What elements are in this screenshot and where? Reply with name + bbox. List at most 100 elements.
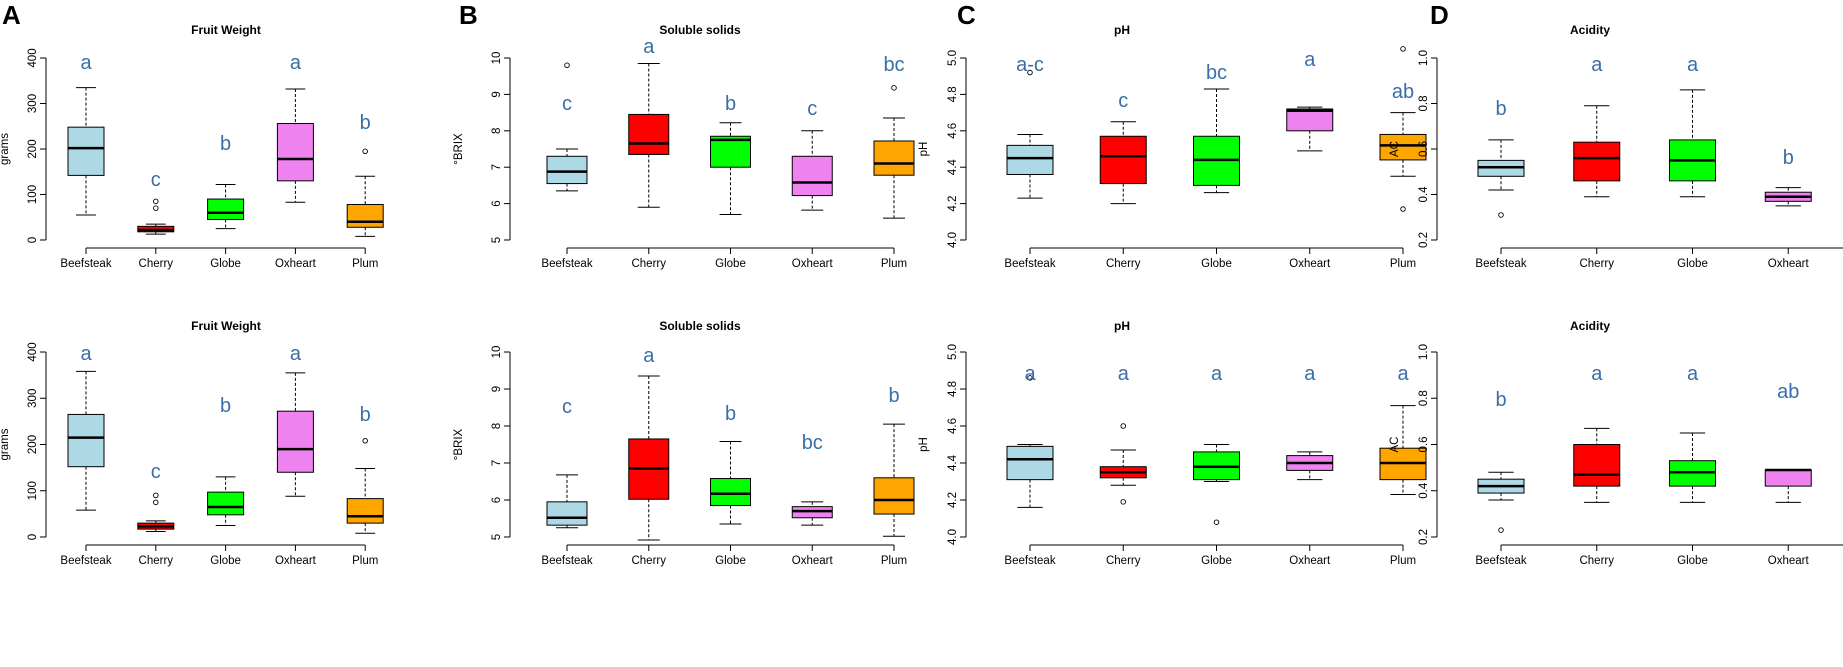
outlier-point xyxy=(1213,519,1220,525)
x-category-label: Oxheart xyxy=(1768,258,1810,270)
box-globe: b xyxy=(710,93,751,216)
y-tick-label: 4.2 xyxy=(947,492,959,508)
x-category-label: Oxheart xyxy=(792,555,834,567)
box-iqr xyxy=(346,204,384,228)
box-beefsteak: a xyxy=(67,52,105,216)
y-axis-label: pH xyxy=(918,142,930,157)
y-tick-label: 300 xyxy=(27,389,39,408)
y-tick-label: 4.4 xyxy=(947,159,959,176)
x-category-label: Oxheart xyxy=(1289,555,1331,567)
box-globe: a xyxy=(1193,363,1240,525)
x-category-label: Beefsteak xyxy=(1004,258,1055,270)
x-category-label: Beefsteak xyxy=(541,555,592,567)
significance-letter: a xyxy=(80,52,92,74)
box-plum: b xyxy=(873,385,915,537)
x-category-label: Globe xyxy=(715,555,746,567)
box-iqr xyxy=(710,135,751,168)
y-tick-label: 100 xyxy=(27,185,39,204)
y-tick-label: 4.0 xyxy=(947,529,959,545)
box-iqr xyxy=(546,501,588,526)
significance-letter: b xyxy=(360,404,371,426)
y-tick-label: 100 xyxy=(27,481,39,500)
outlier-point xyxy=(1027,375,1033,381)
box-oxheart: c xyxy=(791,98,833,211)
box-oxheart: a xyxy=(1286,49,1334,152)
box-iqr xyxy=(67,413,105,468)
y-axis-label: AC xyxy=(1389,437,1401,453)
panel-letter-d: D xyxy=(1430,0,1449,30)
outlier-point xyxy=(153,205,159,211)
y-tick-label: 5.0 xyxy=(947,50,959,66)
x-category-label: Plum xyxy=(881,555,907,567)
box-oxheart: b xyxy=(1764,147,1812,207)
significance-letter: a xyxy=(1024,363,1036,385)
x-category-label: Globe xyxy=(1677,258,1708,270)
y-tick-label: 4.0 xyxy=(947,232,959,248)
significance-letter: a-c xyxy=(1016,54,1044,76)
y-tick-label: 6 xyxy=(491,497,503,503)
x-category-label: Beefsteak xyxy=(60,258,111,270)
outlier-point xyxy=(1498,527,1504,533)
x-category-label: Oxheart xyxy=(1768,555,1810,567)
significance-letter: c xyxy=(151,169,161,191)
y-tick-label: 200 xyxy=(27,435,39,454)
box-iqr xyxy=(710,478,751,507)
box-oxheart: a xyxy=(1286,363,1334,481)
x-category-label: Oxheart xyxy=(275,258,317,270)
y-tick-label: 8 xyxy=(491,423,503,429)
chart-b-row1: Soluble solids 5 6 7 8 9 10 °BRIX Beefsteak Cherr… xyxy=(453,23,915,270)
significance-letter: b xyxy=(1783,147,1794,169)
y-tick-label: 5 xyxy=(491,237,503,243)
box-iqr xyxy=(276,410,314,473)
chart-a-row1: Fruit Weight 0 100 200 300 400 grams Beefsteak C… xyxy=(0,23,384,270)
significance-letter: a xyxy=(1687,363,1699,385)
chart-c-row1: pH 4.0 4.2 4.4 4.6 4.8 5.0 pH Beefsteak Cherry Glo… xyxy=(918,23,1427,270)
box-iqr xyxy=(1573,444,1621,487)
y-tick-label: 6 xyxy=(491,200,503,206)
significance-letter: ab xyxy=(1392,81,1414,103)
significance-letter: b xyxy=(1495,389,1506,411)
x-category-label: Globe xyxy=(1677,555,1708,567)
box-plum: b xyxy=(346,404,384,534)
y-tick-label: 5 xyxy=(491,534,503,540)
box-oxheart: ab xyxy=(1764,381,1812,503)
y-axis-label: grams xyxy=(0,133,11,165)
box-iqr xyxy=(873,140,915,176)
significance-letter: a xyxy=(643,345,655,367)
outlier-point xyxy=(362,148,368,155)
box-iqr xyxy=(1764,469,1812,487)
y-tick-label: 400 xyxy=(27,48,39,67)
significance-letter: b xyxy=(220,133,231,155)
outlier-point xyxy=(1400,206,1406,212)
chart-a-row2: Fruit Weight 0 100 200 300 400 grams Beefsteak C… xyxy=(0,319,384,567)
box-cherry: c xyxy=(1099,90,1147,205)
box-cherry: c xyxy=(137,169,175,235)
significance-letter: c xyxy=(562,93,572,115)
y-tick-label: 0.2 xyxy=(1418,529,1430,545)
chart-title: Soluble solids xyxy=(659,319,741,333)
box-globe: b xyxy=(710,403,751,525)
y-axis-label: AC xyxy=(1389,141,1401,157)
box-plum: bc xyxy=(873,54,915,219)
outlier-point xyxy=(153,198,159,205)
y-axis-label: grams xyxy=(0,428,11,460)
box-iqr xyxy=(1286,108,1334,132)
chart-title: Acidity xyxy=(1570,23,1610,37)
y-tick-label: 10 xyxy=(491,52,503,65)
y-tick-label: 7 xyxy=(491,460,503,466)
significance-letter: b xyxy=(888,385,899,407)
x-category-label: Plum xyxy=(1390,258,1416,270)
x-category-label: Cherry xyxy=(1106,555,1141,567)
significance-letter: ab xyxy=(1777,381,1799,403)
significance-letter: bc xyxy=(883,54,904,76)
box-beefsteak: c xyxy=(546,396,588,529)
significance-letter: c xyxy=(807,98,817,120)
x-category-label: Plum xyxy=(881,258,907,270)
y-tick-label: 1.0 xyxy=(1418,50,1430,66)
y-tick-label: 4.6 xyxy=(947,418,959,434)
box-iqr xyxy=(546,155,588,185)
x-category-label: Plum xyxy=(352,555,378,567)
panel-letter-c: C xyxy=(957,0,976,30)
